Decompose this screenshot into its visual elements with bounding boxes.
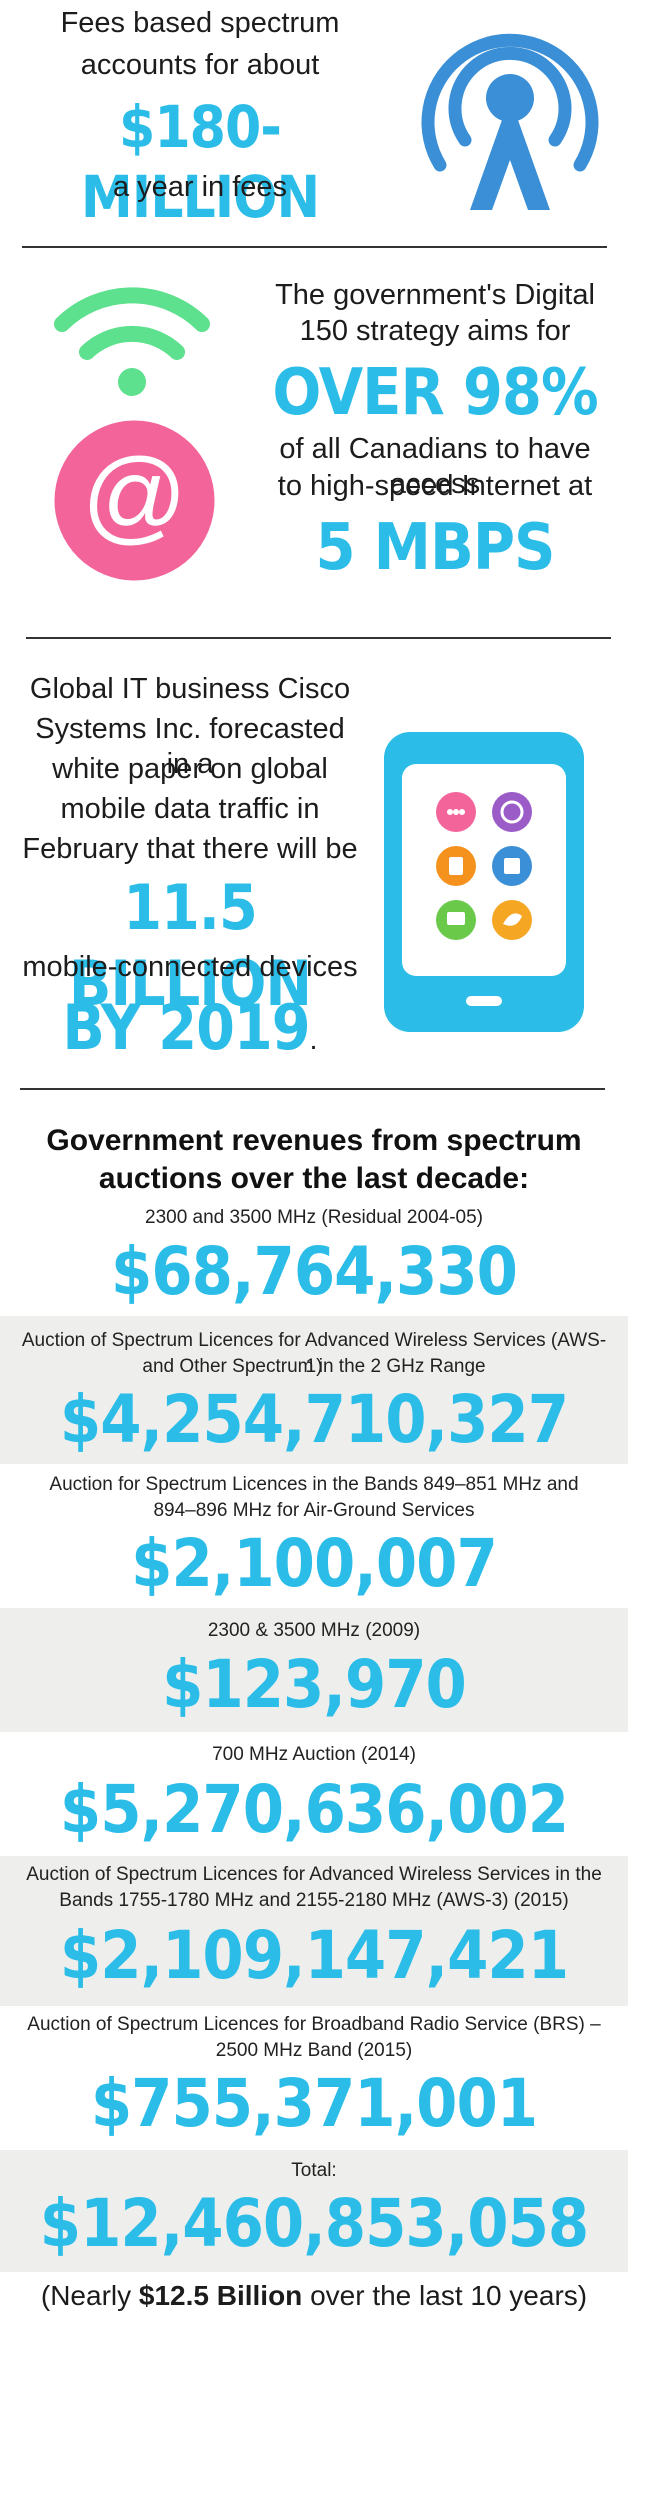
digital-line-2: 150 strategy aims for xyxy=(299,315,571,347)
smartphone-apps-icon xyxy=(384,732,584,1032)
auction-amount: $68,764,330 xyxy=(111,1233,518,1310)
digital-line-1: The government's Digital xyxy=(275,279,595,311)
digital-highlight: OVER 98% xyxy=(272,356,598,430)
total-label: Total: xyxy=(291,2160,337,2181)
divider-3 xyxy=(20,1088,605,1090)
auction-label-2: 2500 MHz Band (2015) xyxy=(215,2040,413,2061)
fees-line-2: accounts for about xyxy=(80,49,320,81)
radio-tower-icon xyxy=(421,33,599,210)
auction-amount: $755,371,001 xyxy=(90,2065,538,2142)
auction-band xyxy=(0,1856,628,2006)
footer-close: over the last 10 years) xyxy=(302,2280,588,2311)
auction-label: Auction of Spectrum Licences for Advance… xyxy=(26,1864,602,1885)
digital-speed: 5 MBPS xyxy=(315,511,556,585)
auction-label: Auction for Spectrum Licences in the Ban… xyxy=(49,1474,579,1495)
auction-label: Auction of Spectrum Licences for Broadba… xyxy=(27,2014,601,2035)
auction-label: 2300 and 3500 MHz (Residual 2004-05) xyxy=(145,1207,483,1228)
auction-amount: $2,100,007 xyxy=(131,1525,498,1602)
auction-band xyxy=(0,1608,628,1732)
auction-label: Auction of Spectrum Licences for Advance… xyxy=(21,1330,607,1377)
total-amount: $12,460,853,058 xyxy=(39,2185,589,2262)
auction-amount: $4,254,710,327 xyxy=(59,1381,569,1458)
cisco-line-4: mobile data traffic in xyxy=(60,793,320,825)
fees-line-3: a year in fees xyxy=(112,171,288,203)
auction-amount: $123,970 xyxy=(162,1646,467,1723)
cisco-line-2: Systems Inc. forecasted in a xyxy=(35,713,345,780)
auction-label-2: Bands 1755-1780 MHz and 2155-2180 MHz (A… xyxy=(59,1890,569,1911)
cisco-period: . xyxy=(309,1024,318,1056)
auction-label-2: and Other Spectrum in the 2 GHz Range xyxy=(142,1356,486,1377)
cisco-line-5: February that there will be xyxy=(22,833,358,865)
auction-label: 2300 & 3500 MHz (2009) xyxy=(207,1620,421,1641)
wifi-icon xyxy=(54,287,210,396)
auction-amount: $5,270,636,002 xyxy=(59,1771,569,1848)
fees-amount: $180-MILLION xyxy=(80,93,320,231)
cisco-highlight: 11.5 BILLION xyxy=(68,871,312,1020)
auctions-title-line-2: auctions over the last decade: xyxy=(98,1162,530,1195)
auction-band xyxy=(0,1316,628,1464)
cisco-line-1: Global IT business Cisco xyxy=(29,673,351,705)
footer-note: (Nearly $12.5 Billion over the last 10 y… xyxy=(0,2278,628,2314)
auctions-title-line-1: Government revenues from spectrum xyxy=(46,1124,582,1157)
footer-bold: $12.5 Billion xyxy=(138,2280,303,2311)
digital-line-4: to high-speed Internet at xyxy=(277,470,593,502)
total-band xyxy=(0,2150,628,2272)
cisco-line-3: white paper on global xyxy=(52,753,328,785)
divider-1 xyxy=(22,246,607,248)
svg-text:@: @ xyxy=(82,438,188,554)
cisco-year-line: BY 2019. xyxy=(20,990,360,1083)
divider-2 xyxy=(26,637,611,639)
cisco-line-6: mobile-connected devices xyxy=(22,951,358,983)
fees-line-1: Fees based spectrum xyxy=(60,7,340,39)
at-sign-icon: @ xyxy=(54,420,215,581)
auction-label: 700 MHz Auction (2014) xyxy=(212,1744,416,1765)
cisco-year: BY 2019 xyxy=(62,991,310,1064)
footer-open: (Nearly xyxy=(40,2280,139,2311)
auction-label-2: 894–896 MHz for Air-Ground Services xyxy=(153,1500,475,1521)
digital-line-3: of all Canadians to have access xyxy=(279,433,591,500)
auction-amount: $2,109,147,421 xyxy=(59,1917,569,1994)
